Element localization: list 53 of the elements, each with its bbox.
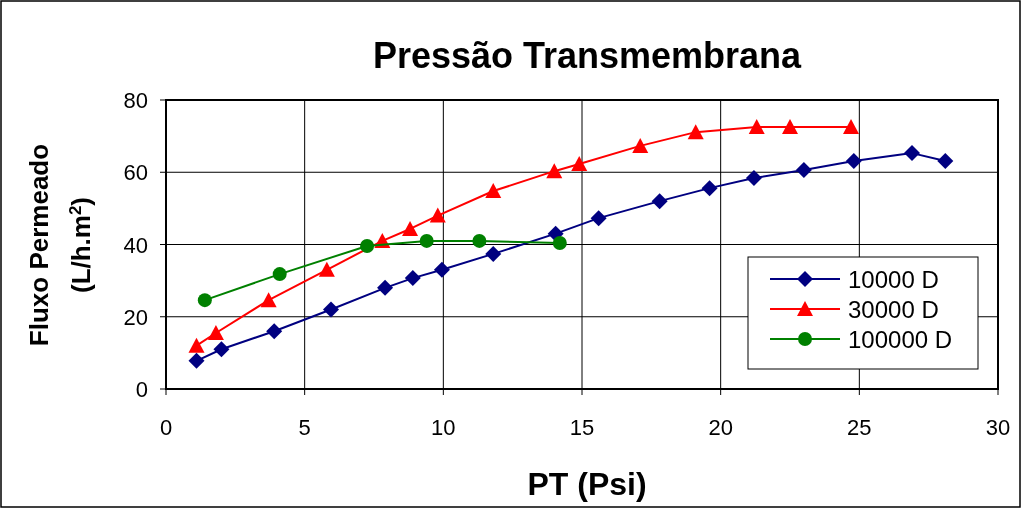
point <box>485 245 502 262</box>
point <box>404 270 421 287</box>
point <box>377 279 394 296</box>
point <box>323 301 340 318</box>
point <box>197 293 212 308</box>
point <box>188 337 205 353</box>
point <box>266 323 283 340</box>
x-tick-label: 25 <box>847 415 872 440</box>
point <box>795 162 812 179</box>
point <box>590 210 607 227</box>
point <box>272 267 287 282</box>
point <box>360 238 375 253</box>
point <box>843 119 860 135</box>
y-tick-label: 40 <box>123 232 148 258</box>
x-tick-label: 15 <box>569 415 595 440</box>
x-tick-label: 5 <box>298 415 311 440</box>
point <box>845 153 862 170</box>
point <box>472 233 487 248</box>
point <box>402 220 419 236</box>
x-tick-label: 30 <box>985 415 1011 440</box>
legend-label: 30000 D <box>848 296 939 323</box>
point <box>632 137 649 153</box>
point <box>546 163 563 179</box>
y-tick-label: 80 <box>123 88 148 113</box>
point <box>748 119 765 135</box>
point <box>701 180 718 197</box>
point <box>571 155 588 171</box>
x-tick-label: 0 <box>159 415 173 440</box>
point <box>651 193 668 210</box>
point <box>207 325 224 341</box>
x-axis-title: PT (Psi) <box>527 466 647 502</box>
point <box>188 352 205 369</box>
x-tick-label: 10 <box>431 415 456 440</box>
y-tick-label: 0 <box>135 377 148 402</box>
point <box>485 183 502 199</box>
point <box>419 233 434 248</box>
y-tick-label: 60 <box>123 160 148 186</box>
point <box>937 153 954 170</box>
point <box>904 145 921 162</box>
point <box>213 341 230 358</box>
point <box>260 292 277 308</box>
legend-label: 10000 D <box>848 266 939 293</box>
point <box>318 261 335 277</box>
point <box>782 119 798 135</box>
point <box>552 236 567 251</box>
chart-title: Pressão Transmembrana <box>372 35 803 76</box>
legend-label: 100000 D <box>848 326 953 353</box>
point <box>745 170 762 187</box>
point <box>433 261 450 278</box>
y-tick-label: 20 <box>123 304 148 330</box>
x-tick-label: 20 <box>708 415 733 440</box>
point <box>687 124 704 140</box>
point <box>429 207 446 223</box>
